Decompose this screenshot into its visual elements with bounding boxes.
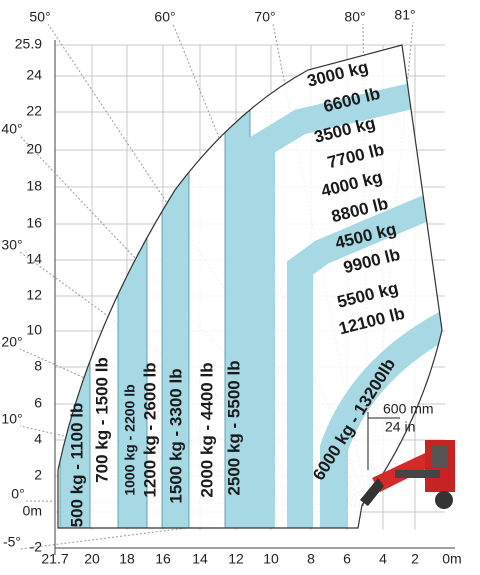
y-tick-label: 10 bbox=[26, 322, 42, 338]
y-tick-label: 16 bbox=[26, 215, 42, 231]
x-tick-label: 21.7 bbox=[41, 551, 68, 567]
zone-label: 2000 kg - 4400 lb bbox=[197, 362, 216, 497]
y-tick-label: 2 bbox=[34, 467, 42, 483]
zone-label: 1500 kg - 3300 lb bbox=[166, 368, 185, 503]
x-tick-label: 2 bbox=[411, 551, 419, 567]
angle-label: 20° bbox=[1, 334, 22, 350]
angle-label: 60° bbox=[154, 9, 175, 25]
angle-label: 70° bbox=[254, 9, 275, 25]
x-tick-label: 0m bbox=[442, 551, 461, 567]
zone-label: 1200 kg - 2600 lb bbox=[140, 362, 159, 497]
angle-ray bbox=[172, 23, 369, 506]
angle-label: 0° bbox=[11, 486, 24, 502]
x-tick-label: 10 bbox=[263, 551, 279, 567]
x-tick-label: 14 bbox=[192, 551, 208, 567]
y-tick-label: 4 bbox=[34, 431, 42, 447]
band bbox=[287, 188, 442, 528]
dimension-in: 24 in bbox=[385, 419, 415, 435]
machine bbox=[360, 440, 455, 509]
x-tick-label: 4 bbox=[379, 551, 387, 567]
zone-label: 500 kg - 1100 lb bbox=[67, 403, 86, 528]
y-tick-label: 25.9 bbox=[15, 36, 42, 52]
angle-label: 40° bbox=[1, 121, 22, 137]
x-tick-label: 8 bbox=[307, 551, 315, 567]
y-tick-label: 14 bbox=[26, 251, 42, 267]
zone-label: 700 kg - 1500 lb bbox=[92, 357, 111, 483]
angle-label: -5° bbox=[3, 534, 21, 550]
zone-label: 2500 kg - 5500 lb bbox=[224, 360, 243, 495]
band bbox=[320, 309, 442, 528]
y-tick-label: 18 bbox=[26, 178, 42, 194]
band bbox=[249, 81, 423, 528]
y-tick-label: 24 bbox=[26, 67, 42, 83]
angle-label: 81° bbox=[394, 7, 415, 23]
x-tick-label: 16 bbox=[155, 551, 171, 567]
dimension-mm: 600 mm bbox=[383, 401, 434, 417]
dimension: 600 mm 24 in bbox=[367, 401, 434, 470]
y-tick-label: 22 bbox=[26, 103, 42, 119]
envelope bbox=[57, 44, 443, 529]
x-tick-label: 6 bbox=[343, 551, 351, 567]
x-tick-label: 18 bbox=[119, 551, 135, 567]
carriage bbox=[360, 478, 384, 506]
angle-ray bbox=[19, 348, 369, 506]
frame bbox=[395, 470, 440, 478]
y-tick-label: 20 bbox=[26, 141, 42, 157]
wheel bbox=[435, 491, 453, 509]
y-tick-label: -2 bbox=[30, 539, 43, 555]
y-tick-label: 8 bbox=[34, 358, 42, 374]
angle-label: 80° bbox=[344, 9, 365, 25]
y-tick-label: 12 bbox=[26, 287, 42, 303]
cab bbox=[432, 446, 448, 468]
x-tick-label: 12 bbox=[228, 551, 244, 567]
x-tick-label: 20 bbox=[84, 551, 100, 567]
y-tick-label: 6 bbox=[34, 395, 42, 411]
zone-label: 1000 kg - 2200 lb bbox=[122, 384, 138, 495]
angle-label: 50° bbox=[29, 9, 50, 25]
y-tick-label: 0m bbox=[23, 503, 42, 519]
angle-label: 10° bbox=[1, 411, 22, 427]
angle-ray bbox=[19, 504, 369, 550]
angle-label: 30° bbox=[1, 237, 22, 253]
zones bbox=[58, 45, 442, 528]
